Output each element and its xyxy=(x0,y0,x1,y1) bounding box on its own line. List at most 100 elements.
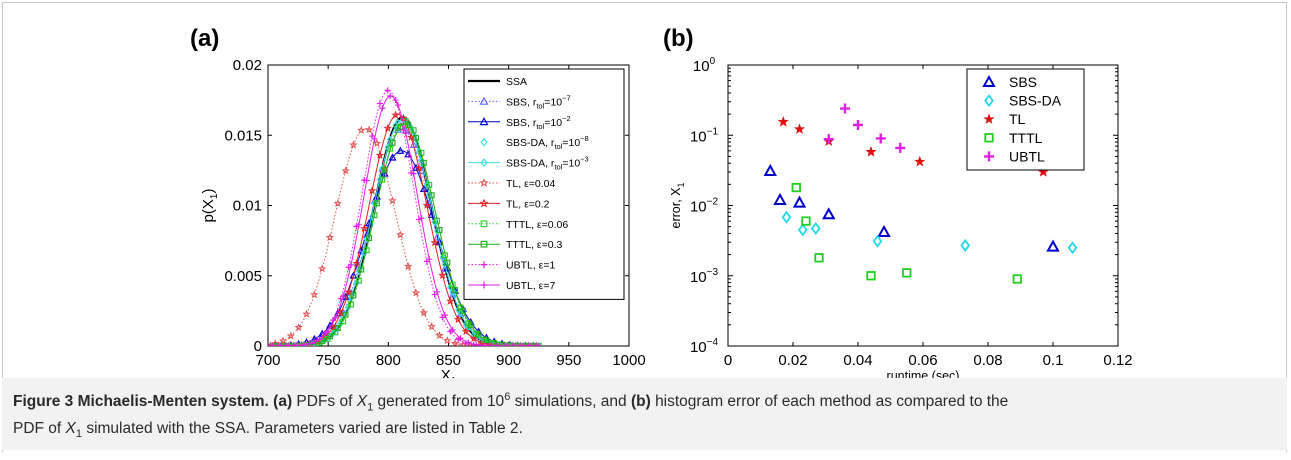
pdf-marker xyxy=(367,186,377,195)
pdf-marker xyxy=(443,336,452,345)
pdf-marker xyxy=(457,335,464,342)
scatter-point xyxy=(902,268,912,278)
y-tick-label-b: 10−2 xyxy=(690,197,719,216)
pdf-marker xyxy=(350,292,357,299)
x-tick-label-a: 850 xyxy=(436,352,461,369)
x-tick-label-b: 0 xyxy=(724,352,732,369)
scatter-point xyxy=(865,146,877,157)
pdf-marker xyxy=(302,309,311,318)
legend-a-marker xyxy=(479,117,489,126)
scatter-point xyxy=(914,155,926,167)
x-tick-label-a: 750 xyxy=(316,352,341,369)
pdf-marker xyxy=(449,326,456,333)
pdf-marker xyxy=(337,319,344,328)
pdf-marker xyxy=(452,287,459,294)
pdf-marker xyxy=(384,87,391,94)
pdf-marker xyxy=(317,264,327,273)
pdf-marker xyxy=(355,221,362,228)
caption-a-label: (a) xyxy=(273,393,293,411)
legend-a-marker xyxy=(479,178,489,187)
legend-a-label: SBS, rtol=10−2 xyxy=(506,114,571,131)
y-tick-label-b: 10−3 xyxy=(690,267,719,286)
legend-a-label: TTTL, ε=0.06 xyxy=(506,219,568,231)
pdf-marker xyxy=(358,266,365,273)
scatter-point xyxy=(791,182,801,193)
pdf-marker xyxy=(475,331,482,338)
pdf-marker xyxy=(394,102,401,109)
caption-text-4: histogram error of each method as compar… xyxy=(655,393,1009,411)
legend-a-label: SBS, rtol=10−7 xyxy=(506,93,571,110)
legend-b-label: SBS-DA xyxy=(1009,93,1062,109)
pdf-marker xyxy=(349,271,358,279)
pdf-marker xyxy=(364,125,374,134)
pdf-marker xyxy=(435,330,444,340)
scatter-point xyxy=(872,234,883,248)
pdf-marker xyxy=(520,342,527,346)
pdf-marker xyxy=(308,340,315,346)
pdf-marker xyxy=(422,200,432,209)
pdf-marker xyxy=(449,288,456,297)
x-tick-label-b: 0.02 xyxy=(778,352,807,369)
scatter-point xyxy=(797,223,808,237)
pdf-marker xyxy=(388,153,397,161)
pdf-marker xyxy=(269,342,276,346)
pdf-marker xyxy=(402,130,409,137)
pdf-marker xyxy=(496,342,503,346)
legend-b-label: TTTL xyxy=(1009,130,1043,146)
x-tick-label-b: 0.04 xyxy=(843,352,872,369)
pdf-marker xyxy=(458,340,468,346)
pdf-marker xyxy=(293,342,300,346)
legend-b-marker xyxy=(983,113,995,124)
caption-var-2: X xyxy=(65,420,76,438)
pdf-marker xyxy=(379,176,386,183)
pdf-marker xyxy=(434,288,441,295)
scatter-point xyxy=(777,116,789,127)
legend-a-marker xyxy=(480,261,488,269)
pdf-marker xyxy=(436,227,443,234)
legend-a-label: TL, ε=0.04 xyxy=(506,178,555,190)
x-tick-label-a: 700 xyxy=(255,352,280,369)
legend-a-marker xyxy=(480,240,488,248)
pdf-marker xyxy=(278,336,288,345)
pdf-marker xyxy=(396,146,405,154)
scatter-point xyxy=(793,123,806,134)
x-tick-label-a: 800 xyxy=(376,352,401,369)
chart-b: 0 0.02 0.04 0.06 0.08 0.1 0.12 100 10−1 10−2 10−3 1… xyxy=(669,56,1133,378)
pdf-marker xyxy=(438,271,447,279)
x-tick-label-b: 0.12 xyxy=(1103,352,1132,369)
pdf-marker xyxy=(342,311,349,318)
x-tick-label-b: 0.1 xyxy=(1043,352,1064,369)
pdf-marker xyxy=(411,288,421,297)
scatter-point xyxy=(960,238,971,252)
caption-band xyxy=(2,378,1287,450)
pdf-marker xyxy=(419,308,429,317)
pdf-marker xyxy=(512,342,519,346)
pdf-marker xyxy=(376,100,383,107)
y-tick-label-a: 0.02 xyxy=(233,57,262,74)
caption-var-sub-2: 1 xyxy=(75,428,83,441)
legend-b-marker xyxy=(984,151,994,162)
scatter-point xyxy=(1067,241,1078,255)
pdf-marker xyxy=(473,341,480,346)
x-tick-label-b: 0.06 xyxy=(908,352,937,369)
caption-var-sub: 1 xyxy=(367,401,374,414)
legend-a-label: UBTL, ε=1 xyxy=(506,260,555,272)
x-tick-label-b: 0.08 xyxy=(973,352,1002,369)
pdf-marker xyxy=(383,123,392,132)
pdf-marker xyxy=(348,261,355,268)
pdf-marker xyxy=(405,122,412,129)
caption-text-3: simulations, and xyxy=(514,393,627,411)
pdf-marker xyxy=(414,163,424,172)
y-axis-label-a: p(X1) xyxy=(200,189,220,223)
figure-charts: (a) (b) 700 750 800 850 900 950 100000.0050.01… xyxy=(190,25,1133,378)
y-tick-label-a: 0.005 xyxy=(224,268,262,285)
caption-sims-base: 10 xyxy=(486,393,505,411)
legend-a-marker xyxy=(480,281,488,289)
pdf-marker xyxy=(441,260,449,269)
pdf-marker xyxy=(427,322,436,331)
plot-series-a xyxy=(268,87,542,346)
pdf-marker xyxy=(435,238,444,246)
pdf-marker xyxy=(381,166,388,173)
pdf-marker xyxy=(277,342,284,346)
pdf-marker xyxy=(446,296,455,305)
